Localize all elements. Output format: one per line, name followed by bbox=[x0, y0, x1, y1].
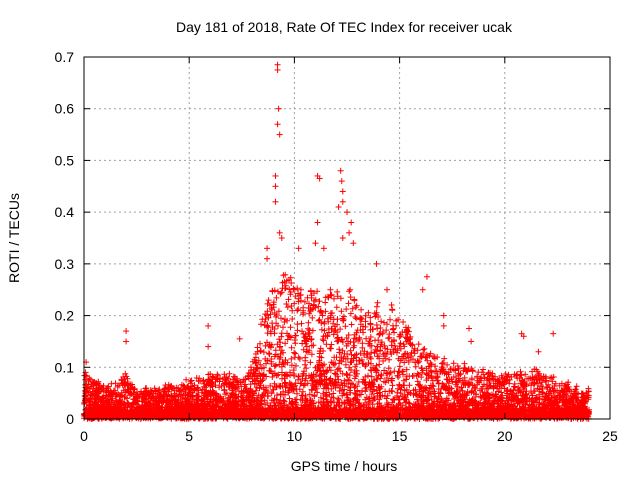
data-point bbox=[275, 105, 282, 112]
x-tick-labels: 0 5 10 15 20 25 bbox=[80, 428, 618, 444]
data-point bbox=[440, 312, 447, 319]
data-point bbox=[339, 235, 346, 241]
data-point bbox=[274, 66, 281, 73]
data-point bbox=[339, 198, 346, 205]
x-tick-label: 15 bbox=[392, 428, 408, 444]
data-point bbox=[466, 325, 473, 332]
y-tick-label: 0.1 bbox=[55, 359, 75, 375]
data-point bbox=[335, 203, 342, 210]
data-point bbox=[338, 178, 345, 185]
chart-title: Day 181 of 2018, Rate Of TEC Index for r… bbox=[176, 19, 513, 35]
y-tick-label: 0.2 bbox=[55, 308, 75, 324]
x-tick-label: 0 bbox=[80, 428, 88, 444]
data-point bbox=[346, 229, 353, 236]
data-point bbox=[264, 245, 271, 252]
data-point bbox=[295, 245, 302, 252]
data-point bbox=[278, 235, 285, 241]
data-point bbox=[320, 245, 327, 252]
data-point bbox=[264, 255, 271, 262]
data-point bbox=[276, 131, 283, 138]
data-point bbox=[276, 229, 283, 236]
data-point bbox=[123, 338, 130, 345]
plot-frame bbox=[83, 56, 611, 420]
x-tick-label: 20 bbox=[497, 428, 513, 444]
data-point bbox=[440, 322, 447, 329]
y-axis-label: ROTI / TECUs bbox=[6, 193, 22, 283]
data-points bbox=[81, 61, 592, 422]
data-point bbox=[274, 121, 281, 128]
data-point bbox=[423, 273, 430, 280]
y-tick-label: 0.6 bbox=[55, 101, 75, 117]
data-point bbox=[350, 240, 357, 247]
data-point bbox=[344, 209, 350, 216]
data-point bbox=[205, 322, 212, 329]
y-tick-label: 0 bbox=[66, 411, 74, 427]
data-point bbox=[272, 198, 279, 205]
data-point bbox=[316, 175, 323, 182]
data-point bbox=[272, 183, 279, 190]
data-point bbox=[383, 286, 390, 293]
y-tick-label: 0.4 bbox=[55, 204, 75, 220]
x-tick-label: 5 bbox=[185, 428, 193, 444]
y-tick-labels: 0 0.1 0.2 0.3 0.4 0.5 0.6 0.7 bbox=[55, 49, 75, 427]
data-point bbox=[550, 330, 557, 337]
data-point bbox=[520, 333, 527, 340]
data-point bbox=[274, 61, 281, 68]
y-tick-label: 0.7 bbox=[55, 49, 75, 65]
x-tick-label: 10 bbox=[287, 428, 303, 444]
data-point bbox=[272, 172, 279, 179]
point-cloud bbox=[81, 271, 592, 422]
data-point bbox=[123, 328, 130, 335]
data-point bbox=[205, 343, 212, 350]
axis-ticks bbox=[83, 56, 611, 420]
y-tick-label: 0.5 bbox=[55, 152, 75, 168]
data-point bbox=[236, 335, 243, 342]
data-point bbox=[339, 188, 346, 195]
x-tick-label: 25 bbox=[602, 428, 618, 444]
x-axis-label: GPS time / hours bbox=[291, 458, 398, 474]
data-point bbox=[337, 167, 344, 174]
data-point bbox=[373, 260, 380, 267]
data-point bbox=[348, 219, 355, 226]
y-tick-label: 0.3 bbox=[55, 256, 75, 272]
data-point bbox=[312, 240, 319, 247]
data-point bbox=[468, 338, 475, 345]
data-point bbox=[419, 286, 426, 293]
data-point bbox=[314, 219, 321, 226]
data-point bbox=[535, 348, 542, 355]
